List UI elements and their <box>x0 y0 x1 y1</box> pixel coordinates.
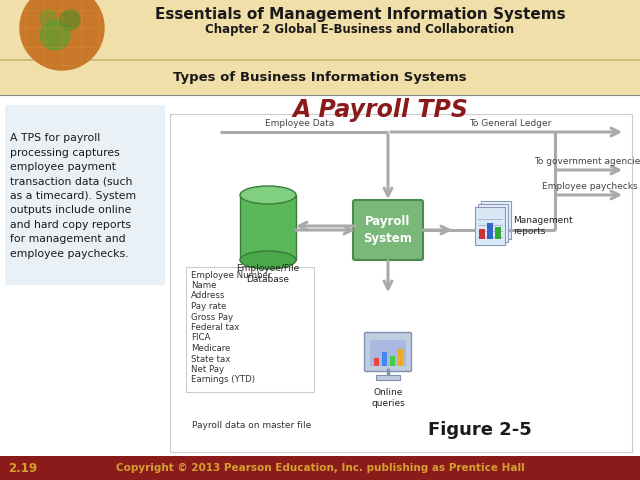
Text: Pay rate: Pay rate <box>191 302 227 311</box>
Text: Types of Business Information Systems: Types of Business Information Systems <box>173 71 467 84</box>
Text: To General Ledger: To General Ledger <box>469 119 551 128</box>
Bar <box>186 267 314 392</box>
Bar <box>487 223 493 239</box>
Bar <box>240 195 296 260</box>
Text: Earnings (YTD): Earnings (YTD) <box>191 375 255 384</box>
Bar <box>479 229 485 239</box>
Circle shape <box>60 10 80 30</box>
Bar <box>390 356 395 366</box>
Text: FICA: FICA <box>191 334 211 343</box>
Text: Copyright © 2013 Pearson Education, Inc. publishing as Prentice Hall: Copyright © 2013 Pearson Education, Inc.… <box>116 463 524 473</box>
Text: Figure 2-5: Figure 2-5 <box>428 421 532 439</box>
Ellipse shape <box>240 251 296 269</box>
Text: Medicare: Medicare <box>191 344 230 353</box>
Text: Management
reports: Management reports <box>513 216 573 236</box>
Text: Employee/File
Database: Employee/File Database <box>236 264 300 284</box>
Text: Payroll data on master file: Payroll data on master file <box>193 420 312 430</box>
Text: 2.19: 2.19 <box>8 461 37 475</box>
Text: Address: Address <box>191 291 225 300</box>
Text: Employee Number: Employee Number <box>191 271 271 279</box>
Bar <box>398 349 403 366</box>
Circle shape <box>20 0 104 70</box>
Text: Net Pay: Net Pay <box>191 365 224 374</box>
Text: A TPS for payroll
processing captures
employee payment
transaction data (such
as: A TPS for payroll processing captures em… <box>10 133 136 259</box>
Text: Federal tax: Federal tax <box>191 323 239 332</box>
Circle shape <box>40 20 70 50</box>
Text: A Payroll TPS: A Payroll TPS <box>292 98 468 122</box>
Bar <box>376 375 400 380</box>
Bar <box>374 358 379 366</box>
Bar <box>0 60 640 95</box>
Text: Name: Name <box>191 281 216 290</box>
Bar <box>478 204 508 242</box>
Text: Online
queries: Online queries <box>371 388 405 408</box>
Text: Gross Pay: Gross Pay <box>191 312 233 322</box>
Text: Employee Data: Employee Data <box>266 119 335 128</box>
Bar <box>5 105 165 285</box>
FancyBboxPatch shape <box>365 333 412 372</box>
Bar <box>370 340 406 366</box>
Text: State tax: State tax <box>191 355 230 363</box>
Bar <box>0 0 640 95</box>
Text: Essentials of Management Information Systems: Essentials of Management Information Sys… <box>155 7 565 22</box>
Text: Chapter 2 Global E-Business and Collaboration: Chapter 2 Global E-Business and Collabor… <box>205 24 515 36</box>
Bar <box>0 456 640 480</box>
Circle shape <box>40 10 56 26</box>
Text: Employee paychecks: Employee paychecks <box>542 182 638 191</box>
FancyBboxPatch shape <box>353 200 423 260</box>
Bar <box>475 207 505 245</box>
Ellipse shape <box>240 186 296 204</box>
Text: Payroll
System: Payroll System <box>364 215 412 245</box>
Text: To government agencies: To government agencies <box>534 157 640 166</box>
Bar <box>495 227 501 239</box>
Bar <box>382 352 387 366</box>
Bar <box>481 201 511 239</box>
Bar <box>170 114 632 452</box>
